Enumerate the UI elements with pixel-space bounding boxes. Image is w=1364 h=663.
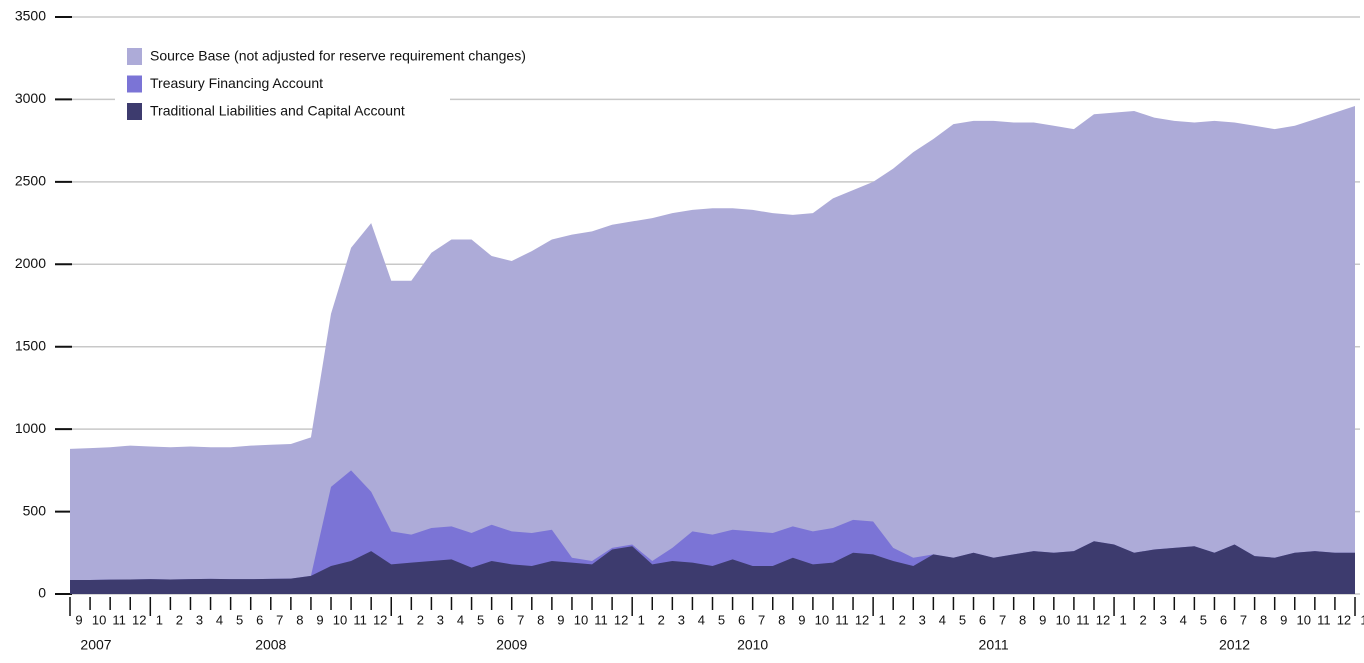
year-label: 2009 [496, 637, 527, 653]
x-tick-label: 12 [1337, 612, 1351, 627]
y-tick-label: 3500 [15, 8, 46, 24]
x-tick-label: 9 [75, 612, 82, 627]
x-tick-label: 4 [216, 612, 223, 627]
legend-swatch [127, 75, 142, 93]
x-tick-label: 10 [1297, 612, 1311, 627]
x-tick-label: 8 [1260, 612, 1267, 627]
x-tick-label: 10 [1056, 612, 1070, 627]
x-tick-label: 10 [574, 612, 588, 627]
year-label: 2010 [737, 637, 768, 653]
x-tick-label: 9 [1039, 612, 1046, 627]
x-tick-label: 7 [1240, 612, 1247, 627]
x-tick-label: 10 [815, 612, 829, 627]
x-tick-label: 1 [879, 612, 886, 627]
x-tick-label: 3 [678, 612, 685, 627]
x-tick-label: 2 [176, 612, 183, 627]
x-tick-label: 5 [718, 612, 725, 627]
x-tick-label: 1 [638, 612, 645, 627]
x-tick-label: 7 [999, 612, 1006, 627]
x-tick-label: 12 [614, 612, 628, 627]
x-tick-label: 11 [112, 612, 126, 627]
year-label: 2011 [979, 637, 1009, 653]
x-tick-label: 11 [353, 612, 367, 627]
x-tick-label: 8 [296, 612, 303, 627]
x-tick-label: 3 [196, 612, 203, 627]
x-tick-label: 8 [1019, 612, 1026, 627]
x-tick-label: 9 [1280, 612, 1287, 627]
y-tick-label: 3000 [15, 90, 46, 106]
area [70, 541, 1355, 594]
x-tick-label: 1 [1360, 612, 1364, 627]
x-tick-label: 4 [939, 612, 946, 627]
x-tick-label: 5 [236, 612, 243, 627]
x-tick-label: 9 [798, 612, 805, 627]
x-tick-label: 6 [979, 612, 986, 627]
y-tick-label: 2000 [15, 255, 46, 271]
x-tick-label: 11 [1076, 612, 1090, 627]
legend-swatch [127, 103, 142, 120]
x-tick-label: 12 [373, 612, 387, 627]
legend-label: Traditional Liabilities and Capital Acco… [150, 103, 405, 119]
x-tick-label: 3 [437, 612, 444, 627]
y-tick-label: 500 [23, 502, 47, 518]
x-tick-label: 7 [276, 612, 283, 627]
y-tick-label: 1000 [15, 420, 46, 436]
x-tick-label: 8 [778, 612, 785, 627]
x-tick-label: 4 [698, 612, 705, 627]
legend-label: Treasury Financing Account [150, 75, 323, 91]
x-tick-label: 2 [417, 612, 424, 627]
x-tick-label: 4 [1180, 612, 1187, 627]
year-label: 2007 [80, 637, 111, 653]
x-tick-label: 12 [1096, 612, 1110, 627]
x-tick-label: 7 [758, 612, 765, 627]
x-tick-label: 11 [835, 612, 849, 627]
x-tick-label: 6 [1220, 612, 1227, 627]
x-tick-label: 11 [1317, 612, 1331, 627]
x-tick-label: 10 [92, 612, 106, 627]
y-tick-label: 2500 [15, 173, 46, 189]
y-tick-label: 0 [38, 585, 46, 601]
x-tick-label: 12 [855, 612, 869, 627]
x-tick-label: 1 [397, 612, 404, 627]
x-tick-label: 7 [517, 612, 524, 627]
legend: Source Base (not adjusted for reserve re… [115, 42, 526, 128]
area [70, 106, 1355, 594]
y-tick-label: 1500 [15, 337, 46, 353]
x-tick-label: 5 [477, 612, 484, 627]
x-tick-label: 2 [658, 612, 665, 627]
x-tick-label: 6 [256, 612, 263, 627]
x-tick-label: 8 [537, 612, 544, 627]
x-tick-label: 3 [919, 612, 926, 627]
x-tick-label: 1 [1119, 612, 1126, 627]
legend-label: Source Base (not adjusted for reserve re… [150, 48, 526, 64]
x-tick-label: 2 [899, 612, 906, 627]
x-tick-label: 6 [497, 612, 504, 627]
year-label: 2012 [1219, 637, 1250, 653]
legend-swatch [127, 48, 142, 65]
x-tick-label: 5 [1200, 612, 1207, 627]
x-tick-label: 5 [959, 612, 966, 627]
x-tick-label: 4 [457, 612, 464, 627]
x-tick-label: 10 [333, 612, 347, 627]
legend-background [115, 42, 450, 128]
x-tick-label: 9 [557, 612, 564, 627]
x-tick-label: 3 [1160, 612, 1167, 627]
x-tick-label: 9 [316, 612, 323, 627]
x-tick-label: 1 [156, 612, 163, 627]
x-tick-label: 6 [738, 612, 745, 627]
year-label: 2008 [255, 637, 286, 653]
x-tick-label: 2 [1140, 612, 1147, 627]
x-tick-label: 12 [132, 612, 146, 627]
x-tick-label: 11 [594, 612, 608, 627]
